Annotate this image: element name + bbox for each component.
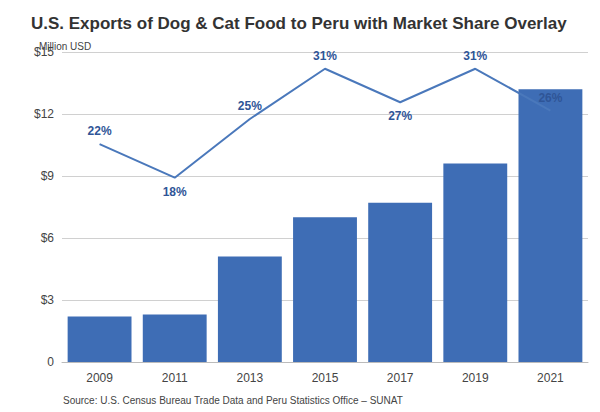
svg-text:Source: U.S. Census Bureau Tra: Source: U.S. Census Bureau Trade Data an… [63,395,403,406]
svg-text:0: 0 [47,355,54,369]
svg-text:26%: 26% [538,91,562,105]
svg-text:22%: 22% [88,124,112,138]
svg-text:2013: 2013 [237,371,264,385]
svg-text:25%: 25% [238,99,262,113]
svg-text:2015: 2015 [312,371,339,385]
svg-text:31%: 31% [313,49,337,63]
svg-text:Million USD: Million USD [39,41,91,52]
svg-text:U.S. Exports of Dog & Cat Food: U.S. Exports of Dog & Cat Food to Peru w… [31,14,567,33]
svg-text:$15: $15 [34,45,54,59]
svg-text:$9: $9 [41,169,55,183]
svg-text:$6: $6 [41,231,55,245]
svg-text:31%: 31% [463,49,487,63]
svg-text:2019: 2019 [462,371,489,385]
svg-text:2011: 2011 [162,371,188,385]
svg-text:$12: $12 [34,107,54,121]
svg-text:2021: 2021 [537,371,564,385]
svg-text:2009: 2009 [86,371,113,385]
svg-text:2017: 2017 [387,371,414,385]
svg-text:18%: 18% [163,185,187,199]
svg-text:27%: 27% [388,109,412,123]
svg-text:$3: $3 [41,293,55,307]
